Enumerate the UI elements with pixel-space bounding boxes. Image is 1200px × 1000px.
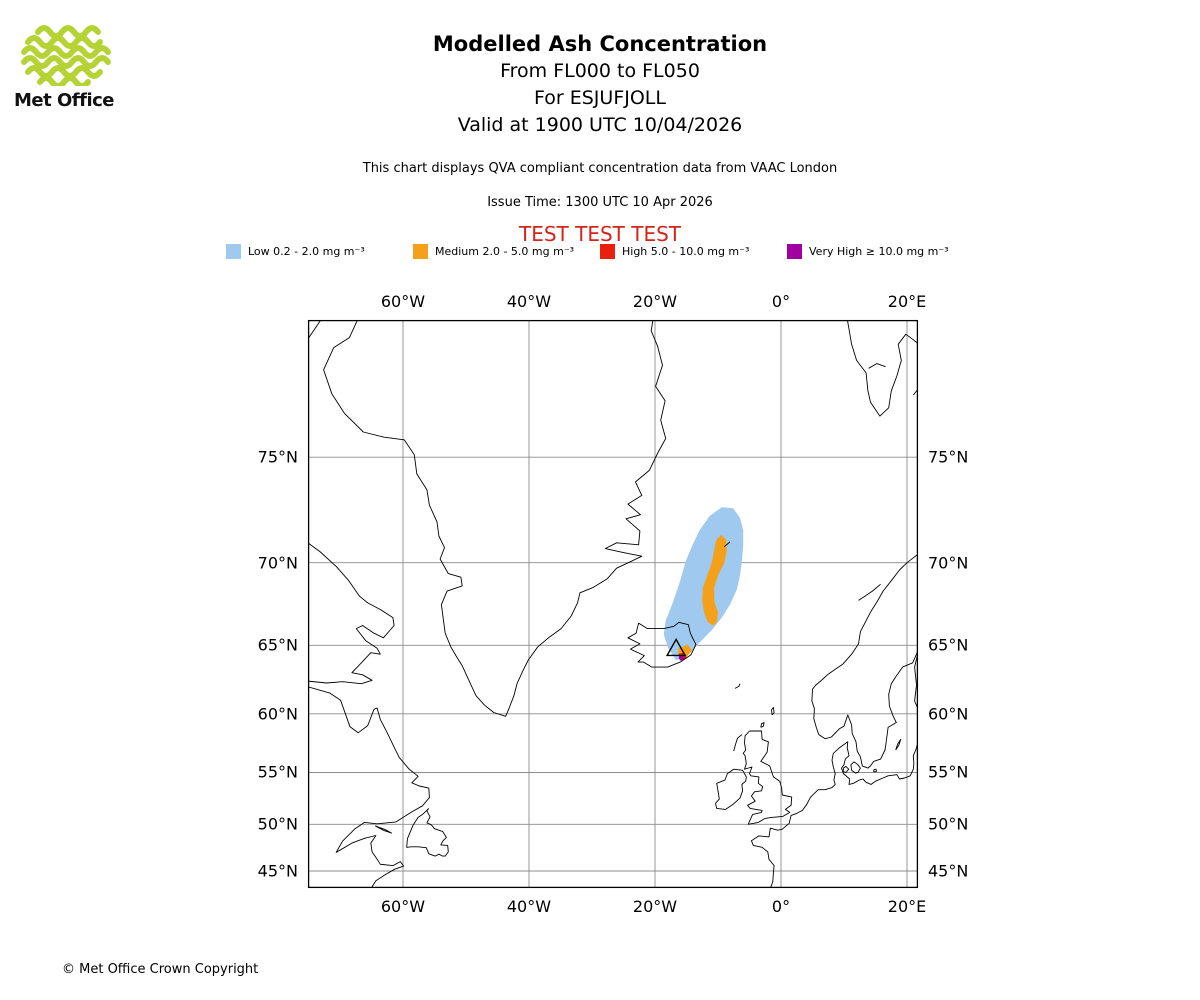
- legend-swatch-very_high: [787, 244, 802, 259]
- lon-tick-label-bottom: 0°: [771, 897, 791, 916]
- legend-swatch-medium: [413, 244, 428, 259]
- issue-time-line: Issue Time: 1300 UTC 10 Apr 2026: [487, 195, 713, 210]
- coastline-svalbard-isfjorden: [868, 363, 886, 369]
- sea-background: [308, 320, 918, 888]
- coastline-iceland: [627, 621, 697, 668]
- coastline-baffin-island: [308, 542, 395, 685]
- lat-tick-label-right: 60°N: [928, 704, 969, 724]
- coastline-hebrides: [733, 734, 743, 752]
- map-area: 60°W 60°W 40°W 40°W 20°W 20°W 0° 0° 20°E 20°E 75°N…: [258, 292, 969, 916]
- legend-label-medium: Medium 2.0 - 5.0 mg m⁻³: [435, 245, 575, 258]
- subtitle-volcano: For ESJUFJOLL: [534, 87, 666, 109]
- ash-area-medium: [702, 535, 727, 626]
- legend-item-high: High 5.0 - 10.0 mg m⁻³: [600, 244, 787, 259]
- coastline-gotland: [895, 738, 902, 751]
- lat-tick-label-right: 70°N: [928, 553, 969, 573]
- legend-label-low: Low 0.2 - 2.0 mg m⁻³: [248, 245, 365, 258]
- coastline-shetland: [771, 706, 775, 716]
- coastline-anticosti: [374, 825, 393, 834]
- legend-swatch-low: [226, 244, 241, 259]
- lat-tick-label-left: 60°N: [257, 704, 298, 724]
- coastline-orkney: [760, 722, 765, 728]
- coastline-faroe-islands: [734, 683, 741, 689]
- coastline-newfoundland: [406, 808, 449, 857]
- map-svg: [307, 319, 919, 889]
- coastline-funen: [842, 765, 850, 773]
- coastline-jan-mayen: [724, 541, 731, 548]
- coastline-svalbard-edgeoya: [912, 388, 918, 396]
- lon-tick-label-bottom: 20°E: [887, 897, 927, 916]
- coastline-europe-mainland: [750, 741, 918, 888]
- volcano-marker-icon: [665, 637, 687, 657]
- map-frame: [307, 319, 919, 889]
- logo-wave-strokes: [21, 25, 111, 86]
- footer-copyright: © Met Office Crown Copyright: [62, 962, 259, 977]
- legend: Low 0.2 - 2.0 mg m⁻³ Medium 2.0 - 5.0 mg …: [226, 244, 974, 259]
- coastline-finland-bothnia-coast: [914, 650, 918, 711]
- coastline-greenland: [323, 320, 667, 717]
- coastline-bornholm: [873, 768, 877, 773]
- lon-tick-label-bottom: 60°W: [380, 897, 426, 916]
- title-block: Modelled Ash Concentration From FL000 to…: [0, 32, 1200, 247]
- lon-tick-label-top: 20°E: [887, 292, 927, 311]
- lat-tick-label-right: 75°N: [928, 447, 969, 467]
- lat-tick-label-left: 50°N: [257, 814, 298, 834]
- lon-tick-label-top: 0°: [771, 292, 791, 311]
- qva-info-line: This chart displays QVA compliant concen…: [362, 161, 838, 176]
- legend-item-medium: Medium 2.0 - 5.0 mg m⁻³: [413, 244, 600, 259]
- lon-tick-label-bottom: 20°W: [632, 897, 678, 916]
- met-office-logo-waves-icon: [21, 25, 111, 86]
- lon-tick-label-top: 20°W: [632, 292, 678, 311]
- lon-tick-label-bottom: 40°W: [506, 897, 552, 916]
- coastline-great-britain: [742, 730, 793, 825]
- ash-area-very_high: [678, 654, 685, 661]
- lat-tick-label-right: 45°N: [928, 861, 969, 881]
- lat-tick-label-right: 50°N: [928, 814, 969, 834]
- lat-tick-label-right: 55°N: [928, 762, 969, 782]
- coastline-ireland: [715, 768, 747, 810]
- legend-item-very_high: Very High ≥ 10.0 mg m⁻³: [787, 244, 974, 259]
- lat-tick-label-left: 55°N: [257, 762, 298, 782]
- coastline-labrador-quebec-novascotia: [308, 686, 430, 888]
- coastline-sweden-baltic-coast: [824, 647, 918, 769]
- lon-tick-label-top: 60°W: [380, 292, 426, 311]
- lat-tick-label-right: 65°N: [928, 635, 969, 655]
- page-title: Modelled Ash Concentration: [432, 32, 768, 56]
- legend-label-high: High 5.0 - 10.0 mg m⁻³: [622, 245, 750, 258]
- met-office-logo: Met Office: [14, 24, 134, 111]
- coastline-svalbard: [846, 320, 918, 417]
- subtitle-flight-levels: From FL000 to FL050: [500, 60, 700, 82]
- lat-tick-label-left: 75°N: [257, 447, 298, 467]
- coastline-zealand: [850, 761, 861, 774]
- coastline-lofoten: [858, 583, 881, 601]
- legend-label-very_high: Very High ≥ 10.0 mg m⁻³: [809, 245, 949, 258]
- met-office-logo-text: Met Office: [14, 90, 115, 111]
- lat-tick-label-left: 45°N: [257, 861, 298, 881]
- test-banner: TEST TEST TEST: [518, 222, 681, 246]
- legend-swatch-high: [600, 244, 615, 259]
- coastline-norway-west-coast: [811, 553, 918, 740]
- subtitle-valid-time: Valid at 1900 UTC 10/04/2026: [457, 114, 743, 136]
- legend-item-low: Low 0.2 - 2.0 mg m⁻³: [226, 244, 413, 259]
- lon-tick-label-top: 40°W: [506, 292, 552, 311]
- lat-tick-label-left: 65°N: [257, 635, 298, 655]
- lat-tick-label-left: 70°N: [257, 553, 298, 573]
